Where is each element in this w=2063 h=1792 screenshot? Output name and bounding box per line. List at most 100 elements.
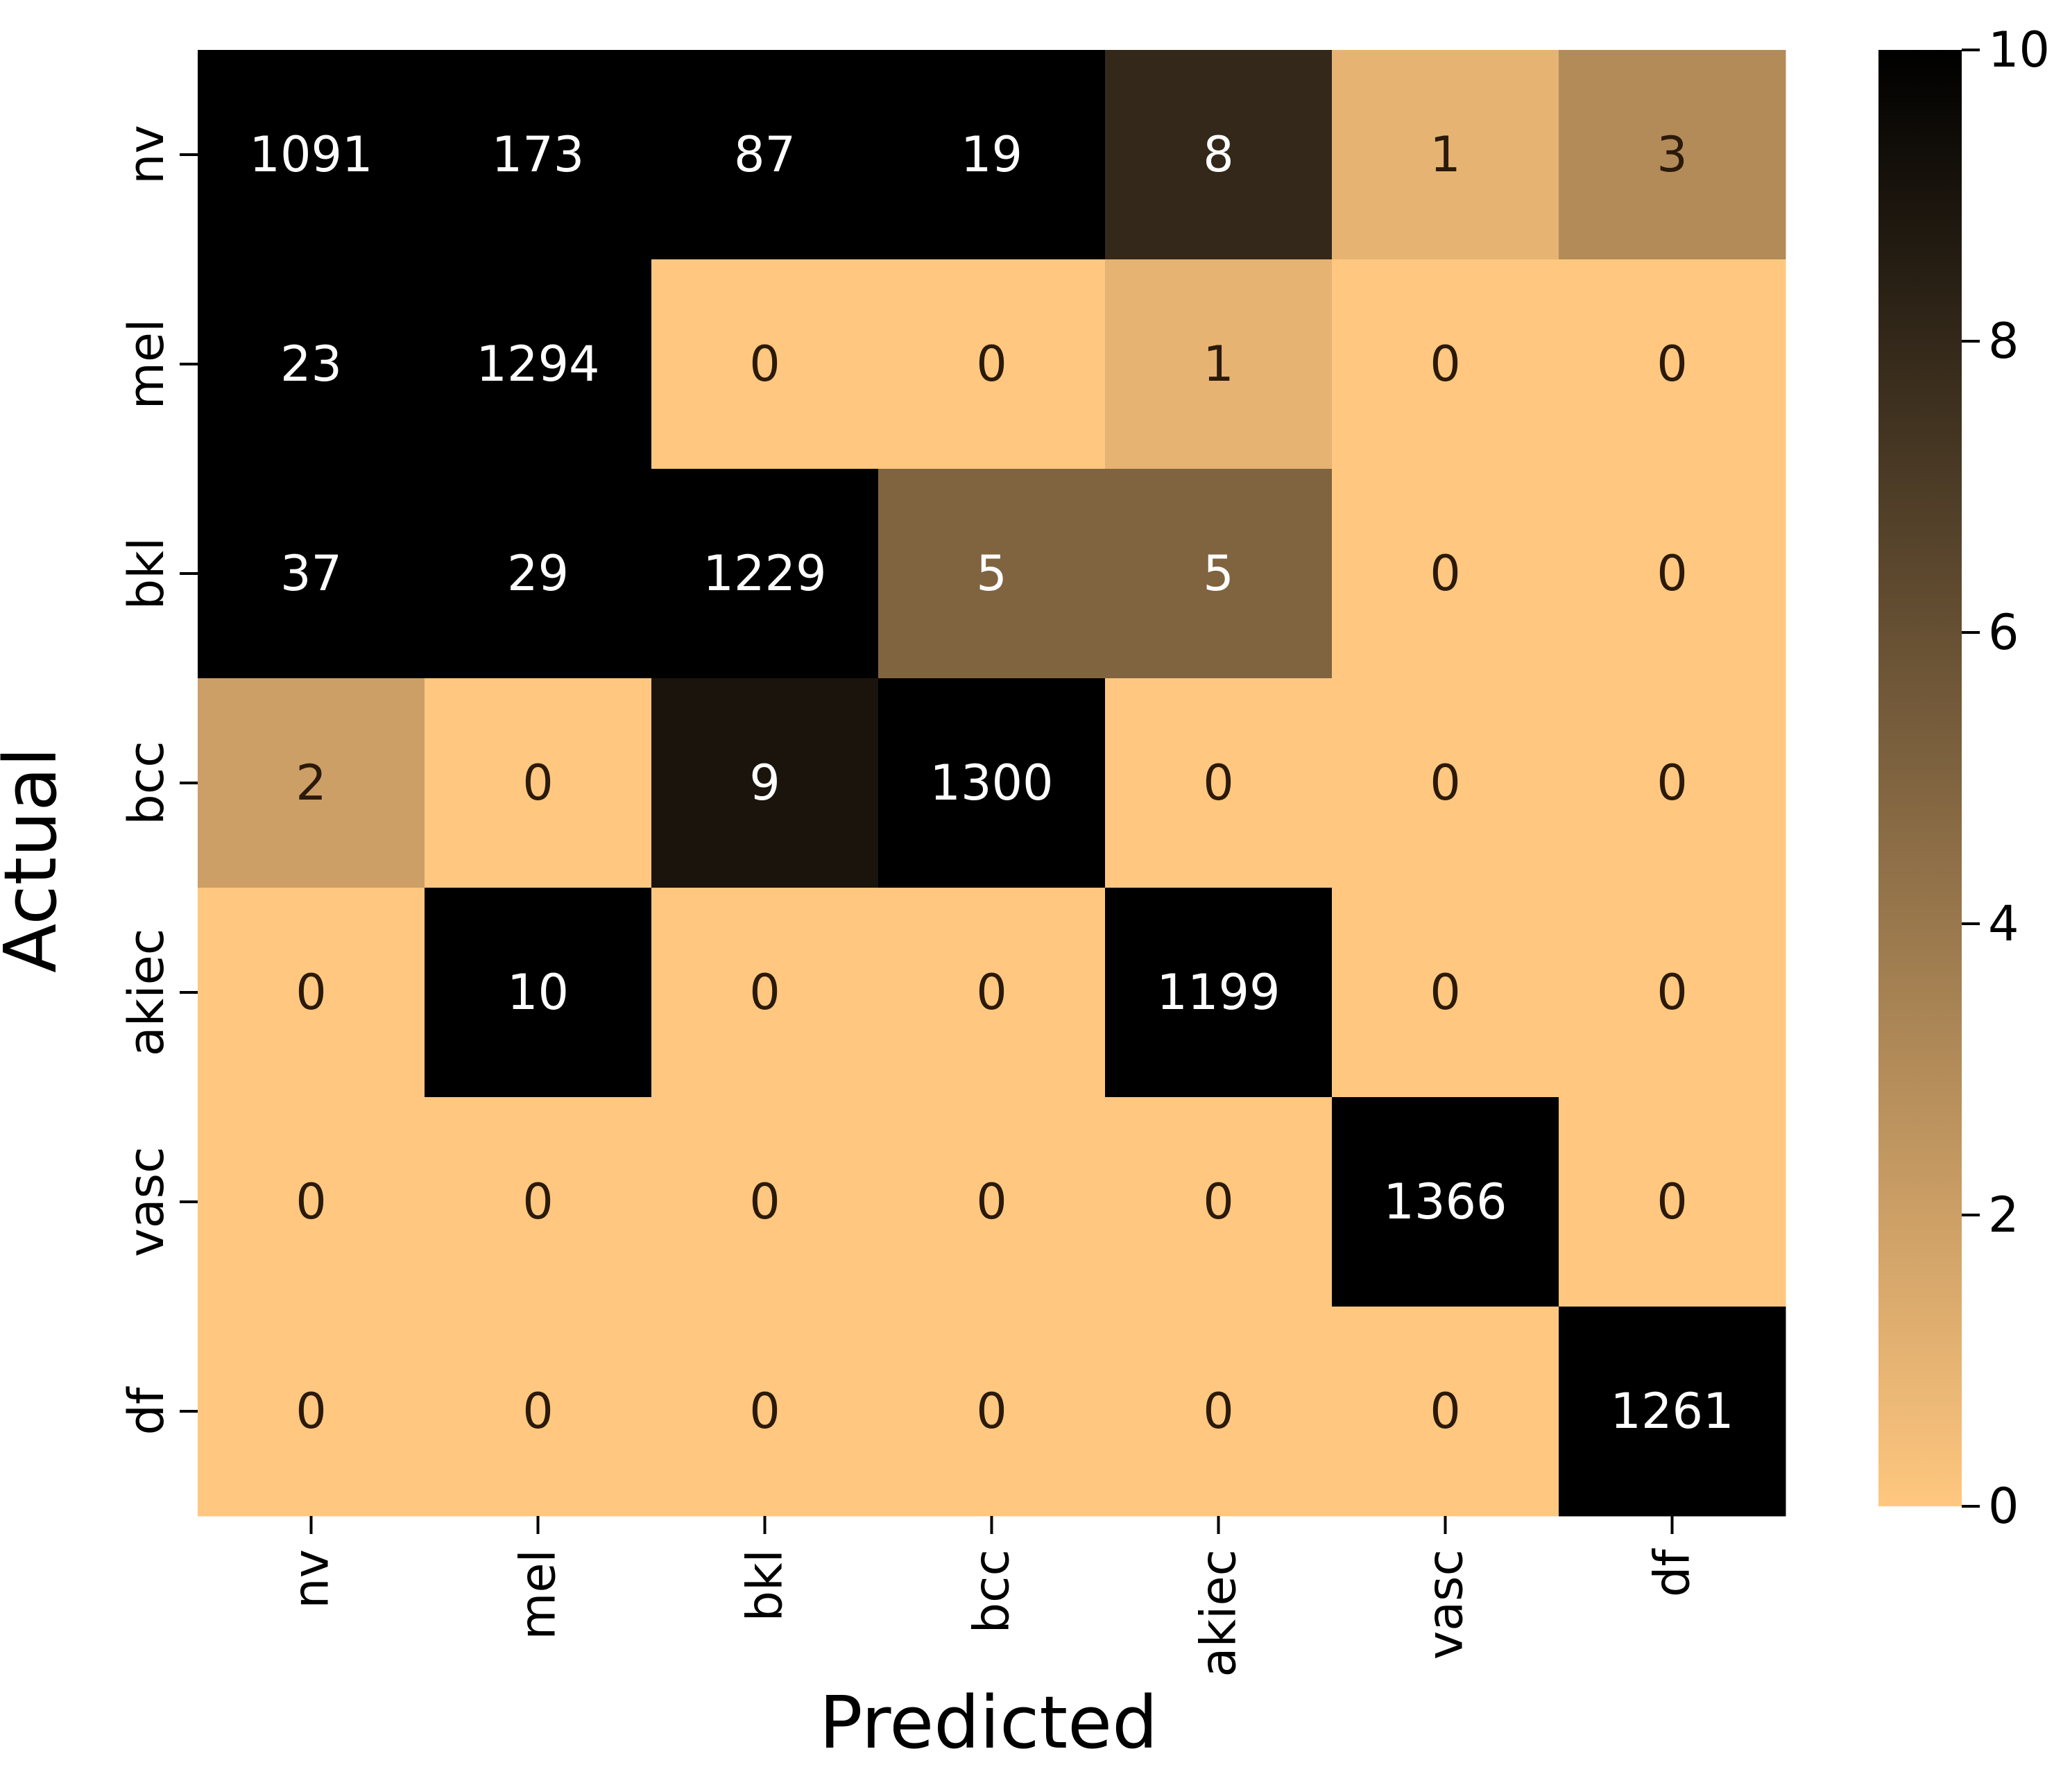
heatmap-cells xyxy=(198,50,1786,1517)
cell-value-label: 0 xyxy=(976,336,1007,393)
cell-value-label: 5 xyxy=(976,545,1007,602)
x-axis-ticks: nv mel bkl bcc akiec vasc df xyxy=(283,1516,1701,1677)
cell-value-label: 1 xyxy=(1430,126,1461,183)
colorbar-tick-label: 0 xyxy=(1988,1478,2019,1535)
colorbar-tick-label: 4 xyxy=(1988,895,2019,952)
cell-value-label: 173 xyxy=(492,126,585,183)
x-tick-label: bcc xyxy=(964,1549,1020,1633)
heatmap-cell xyxy=(651,50,879,260)
cell-value-label: 1261 xyxy=(1610,1383,1734,1440)
heatmap-cell xyxy=(1559,888,1786,1098)
heatmap-cell xyxy=(198,469,425,679)
heatmap-cell xyxy=(1332,678,1559,888)
heatmap-cell xyxy=(1332,50,1559,260)
x-tick-label: akiec xyxy=(1190,1549,1247,1677)
heatmap-cell xyxy=(878,888,1106,1098)
y-tick-label: akiec xyxy=(118,929,175,1056)
x-tick-label: bkl xyxy=(737,1549,794,1621)
cell-value-label: 2 xyxy=(296,755,327,811)
cell-value-label: 10 xyxy=(507,964,569,1021)
cell-value-label: 1 xyxy=(1203,336,1234,393)
cell-value-labels: 1091 173 87 19 8 1 323 1294 0 0 1 0 037 29 1229 5 5 0 02 0 9… xyxy=(249,126,1734,1440)
cell-value-label: 0 xyxy=(522,1383,554,1440)
heatmap-cell xyxy=(1105,678,1333,888)
heatmap-cell xyxy=(198,678,425,888)
heatmap-cell xyxy=(651,469,879,679)
heatmap-cell xyxy=(651,678,879,888)
cell-value-label: 8 xyxy=(1203,126,1234,183)
cell-value-label: 0 xyxy=(749,964,780,1021)
cell-value-label: 0 xyxy=(1657,1173,1688,1230)
colorbar-tick-label: 10 xyxy=(1988,21,2050,78)
cell-value-label: 0 xyxy=(1430,336,1461,393)
heatmap-cell xyxy=(1332,888,1559,1098)
cell-value-label: 0 xyxy=(1203,1383,1234,1440)
cell-value-label: 1366 xyxy=(1383,1173,1507,1230)
y-tick-label: mel xyxy=(118,319,175,410)
x-tick-label: vasc xyxy=(1417,1549,1474,1660)
heatmap-cell xyxy=(878,1307,1106,1517)
heatmap-cell xyxy=(878,50,1106,260)
y-tick-label: df xyxy=(118,1386,175,1435)
heatmap-cell xyxy=(651,259,879,469)
cell-value-label: 0 xyxy=(296,1383,327,1440)
y-tick-label: vasc xyxy=(118,1146,175,1257)
cell-value-label: 0 xyxy=(1203,1173,1234,1230)
cell-value-label: 0 xyxy=(1430,755,1461,811)
heatmap-cell xyxy=(1105,50,1333,260)
cell-value-label: 0 xyxy=(976,964,1007,1021)
x-tick-label: mel xyxy=(510,1549,567,1640)
cell-value-label: 19 xyxy=(961,126,1022,183)
cell-value-label: 1229 xyxy=(703,545,826,602)
heatmap-cell xyxy=(1559,1097,1786,1307)
cell-value-label: 0 xyxy=(296,964,327,1021)
cell-value-label: 1294 xyxy=(476,336,599,393)
heatmap-cell xyxy=(878,678,1106,888)
cell-value-label: 0 xyxy=(1657,755,1688,811)
x-tick-label: df xyxy=(1644,1549,1701,1597)
heatmap-cell xyxy=(198,1097,425,1307)
cell-value-label: 0 xyxy=(976,1173,1007,1230)
cell-value-label: 1199 xyxy=(1156,964,1280,1021)
cell-value-label: 1091 xyxy=(249,126,373,183)
cell-value-label: 5 xyxy=(1203,545,1234,602)
heatmap-cell xyxy=(1105,888,1333,1098)
cell-value-label: 0 xyxy=(1430,964,1461,1021)
x-tick-label: nv xyxy=(283,1549,340,1609)
colorbar-tick-label: 2 xyxy=(1988,1187,2019,1243)
heatmap-cell xyxy=(1559,1307,1786,1517)
cell-value-label: 0 xyxy=(976,1383,1007,1440)
cell-value-label: 0 xyxy=(1430,545,1461,602)
heatmap-cell xyxy=(878,1097,1106,1307)
heatmap-cell xyxy=(878,469,1106,679)
heatmap-cell xyxy=(1332,1097,1559,1307)
heatmap-cell xyxy=(651,1307,879,1517)
heatmap-cell xyxy=(198,1307,425,1517)
heatmap-cell xyxy=(1559,469,1786,679)
heatmap-cell xyxy=(651,888,879,1098)
heatmap-cell xyxy=(1105,1307,1333,1517)
cell-value-label: 0 xyxy=(749,1383,780,1440)
cell-value-label: 0 xyxy=(522,1173,554,1230)
cell-value-label: 23 xyxy=(280,336,342,393)
cell-value-label: 87 xyxy=(734,126,796,183)
heatmap-cell xyxy=(198,50,425,260)
y-tick-label: bcc xyxy=(118,741,175,825)
heatmap-cell xyxy=(425,259,652,469)
heatmap-cell xyxy=(1332,259,1559,469)
colorbar xyxy=(1878,50,1962,1506)
heatmap-cell xyxy=(1105,259,1333,469)
cell-value-label: 0 xyxy=(1657,545,1688,602)
colorbar-tick-label: 6 xyxy=(1988,604,2019,661)
cell-value-label: 9 xyxy=(749,755,780,811)
cell-value-label: 3 xyxy=(1657,126,1688,183)
cell-value-label: 1300 xyxy=(930,755,1053,811)
heatmap-cell xyxy=(198,888,425,1098)
cell-value-label: 0 xyxy=(296,1173,327,1230)
heatmap-cell xyxy=(1105,1097,1333,1307)
y-tick-label: nv xyxy=(118,125,175,184)
heatmap-cell xyxy=(1332,469,1559,679)
cell-value-label: 0 xyxy=(1430,1383,1461,1440)
cell-value-label: 0 xyxy=(749,336,780,393)
